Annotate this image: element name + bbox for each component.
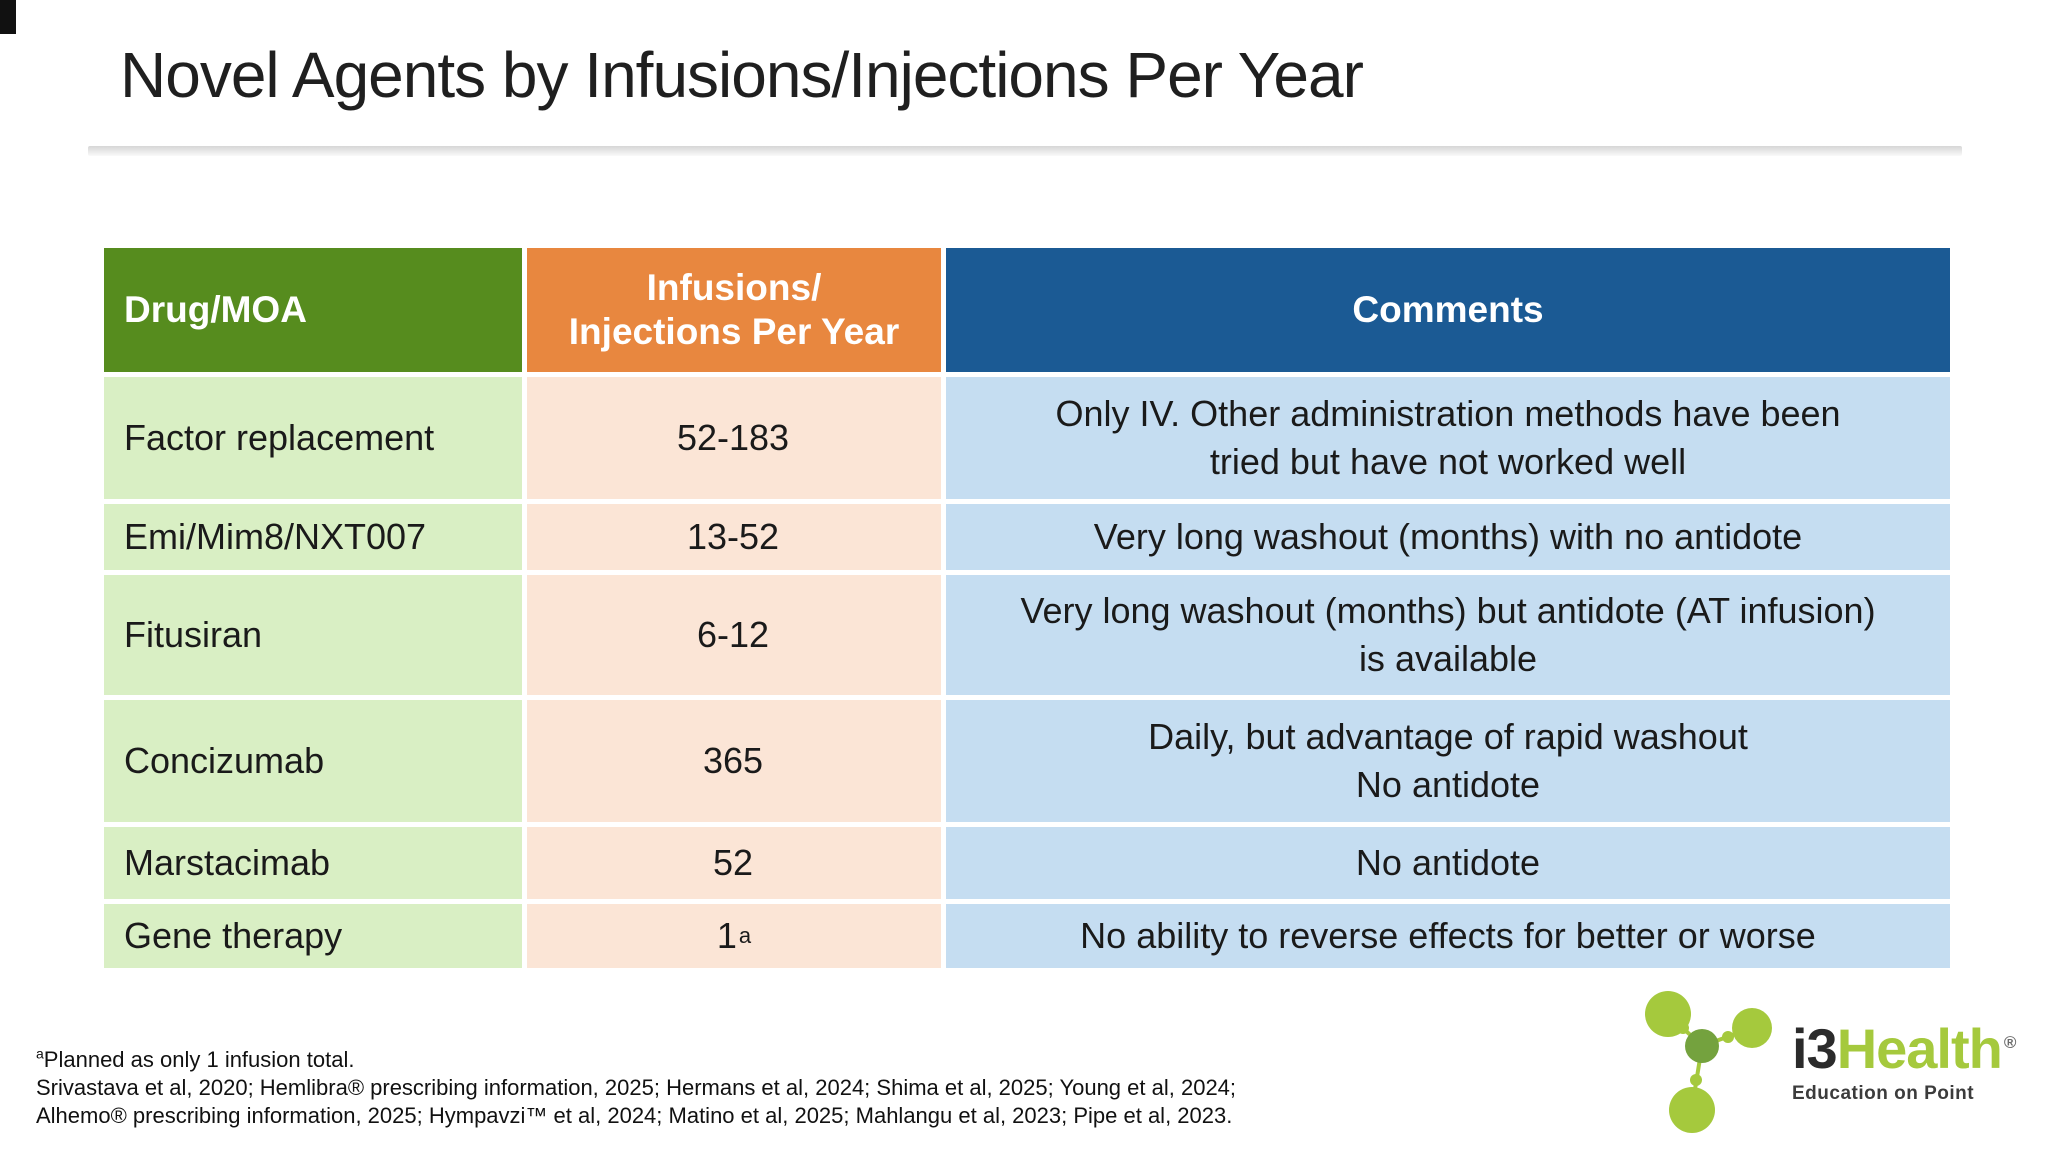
drug-cell-fitusiran: Fitusiran	[104, 575, 522, 695]
drug-cell-marstacimab: Marstacimab	[104, 827, 522, 899]
footnotes: aPlanned as only 1 infusion total. Sriva…	[36, 1046, 1236, 1130]
molecule-icon	[1645, 991, 1772, 1133]
page-title: Novel Agents by Infusions/Injections Per…	[120, 39, 1364, 111]
col-header-infusions: Infusions/ Injections Per Year	[527, 248, 941, 372]
logo-health: Health	[1836, 1017, 2003, 1080]
logo-tagline: Education on Point	[1792, 1083, 1975, 1104]
comment-cell: Only IV. Other administration methods ha…	[946, 377, 1950, 499]
i3health-logo: i3Health ® Education on Point	[1636, 988, 2016, 1138]
frequency-cell: 365	[527, 700, 941, 822]
comment-cell: Very long washout (months) but antidote …	[946, 575, 1950, 695]
comment-cell: Very long washout (months) with no antid…	[946, 504, 1950, 570]
footnote-line-2: Srivastava et al, 2020; Hemlibra® prescr…	[36, 1075, 1237, 1101]
comment-cell: Daily, but advantage of rapid washout No…	[946, 700, 1950, 822]
frequency-value: 52-183	[676, 417, 790, 459]
footnote-text: Planned as only 1 infusion total.	[43, 1047, 355, 1072]
frequency-cell: 13-52	[527, 504, 941, 570]
drug-cell-concizumab: Concizumab	[104, 700, 522, 822]
comment-cell: No antidote	[946, 827, 1950, 899]
frequency-cell: 6-12	[527, 575, 941, 695]
logo-wordmark: i3Health ®	[1792, 1021, 2016, 1077]
comment-cell: No ability to reverse effects for better…	[946, 904, 1950, 968]
title-divider	[88, 146, 1962, 156]
drug-cell-factor-replacement: Factor replacement	[104, 377, 522, 499]
frequency-value: 52	[712, 842, 754, 884]
drug-table: Drug/MOA Infusions/ Injections Per Year …	[104, 248, 1950, 968]
frequency-value: 1	[716, 915, 737, 957]
footnote-superscript: a	[36, 1045, 44, 1062]
col-header-comments: Comments	[946, 248, 1950, 372]
frequency-cell: 52-183	[527, 377, 941, 499]
footnote-line-3: Alhemo® prescribing information, 2025; H…	[36, 1103, 1233, 1129]
drug-cell-gene-therapy: Gene therapy	[104, 904, 522, 968]
logo-i3: i3	[1792, 1017, 1838, 1080]
footnote-line-1: aPlanned as only 1 infusion total.	[36, 1046, 1236, 1074]
screen-corner-artifact	[0, 0, 16, 34]
frequency-value: 365	[702, 740, 764, 782]
frequency-value: 6-12	[696, 614, 770, 656]
logo-text: i3Health ® Education on Point	[1792, 1021, 2016, 1105]
col-header-drug-moa: Drug/MOA	[104, 248, 522, 372]
frequency-value: 13-52	[686, 516, 780, 558]
drug-cell-emi-mim8-nxt007: Emi/Mim8/NXT007	[104, 504, 522, 570]
frequency-cell: 52	[527, 827, 941, 899]
registered-mark: ®	[2003, 1033, 2016, 1053]
